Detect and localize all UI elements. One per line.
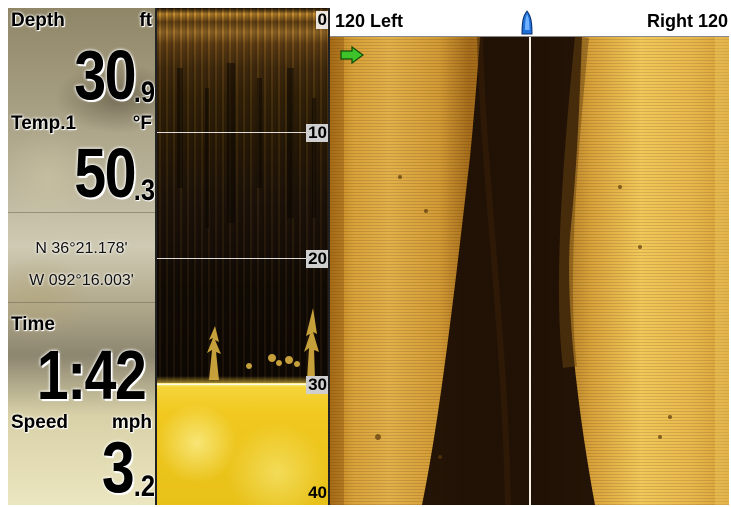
green-arrow-icon[interactable]: [340, 46, 364, 64]
temp-value: 50: [74, 134, 136, 212]
depth-gridline: [157, 258, 307, 259]
time-label: Time: [11, 314, 56, 335]
speed-readout: 3 .2: [8, 428, 155, 504]
boat-track-line: [529, 37, 531, 505]
depth-gridline: [157, 384, 307, 385]
speed-unit: mph: [111, 412, 152, 433]
divider: [8, 302, 155, 303]
depth-label: Depth: [11, 10, 65, 31]
depth-scale-0: 0: [315, 10, 329, 29]
temp-unit: °F: [132, 113, 152, 134]
depth-scale-10: 10: [306, 123, 329, 142]
latitude: N 36°21.178': [35, 240, 128, 257]
right-range-label: Right 120: [646, 11, 728, 31]
depth-value: 30: [74, 36, 136, 114]
depth-readout: 30 .9: [8, 34, 155, 110]
speed-fraction: .2: [133, 470, 155, 503]
bottom-edge: [157, 376, 330, 386]
speed-label: Speed: [11, 412, 69, 433]
temp-readout: 50 .3: [8, 136, 155, 208]
time-readout: 1:42: [8, 334, 155, 410]
divider: [8, 212, 155, 213]
depth-fraction: .9: [133, 76, 155, 109]
sonar-clutter: [177, 63, 316, 228]
temp-fraction: .3: [133, 174, 155, 207]
depth-unit: ft: [139, 10, 152, 31]
vegetation: [207, 308, 319, 380]
fishfinder-screen: Depth ft 30 .9 Temp.1 °F 50 .3 N 36°21.1…: [8, 8, 729, 505]
boat-icon: [521, 10, 533, 35]
depth-scale-40: 40: [308, 483, 327, 502]
sonar-2d-view: 0 10 20 30 40: [155, 8, 330, 505]
time-value: 1:42: [36, 336, 147, 414]
longitude: W 092°16.003': [29, 272, 134, 289]
depth-scale-30: 30: [306, 375, 329, 394]
water-column: [330, 37, 729, 505]
temp-label: Temp.1: [11, 113, 77, 134]
side-imaging-view: 120 Left Right 120: [328, 8, 729, 505]
side-imaging-returns: [330, 37, 729, 505]
depth-scale-20: 20: [306, 249, 329, 268]
speed-value: 3: [101, 428, 135, 505]
depth-gridline: [157, 132, 307, 133]
lake-bottom: [157, 383, 330, 505]
sonar-returns: [177, 63, 319, 380]
left-range-label: 120 Left: [335, 11, 404, 31]
side-imaging-header: 120 Left Right 120: [330, 8, 729, 37]
digits-panel: Depth ft 30 .9 Temp.1 °F 50 .3 N 36°21.1…: [8, 8, 155, 505]
